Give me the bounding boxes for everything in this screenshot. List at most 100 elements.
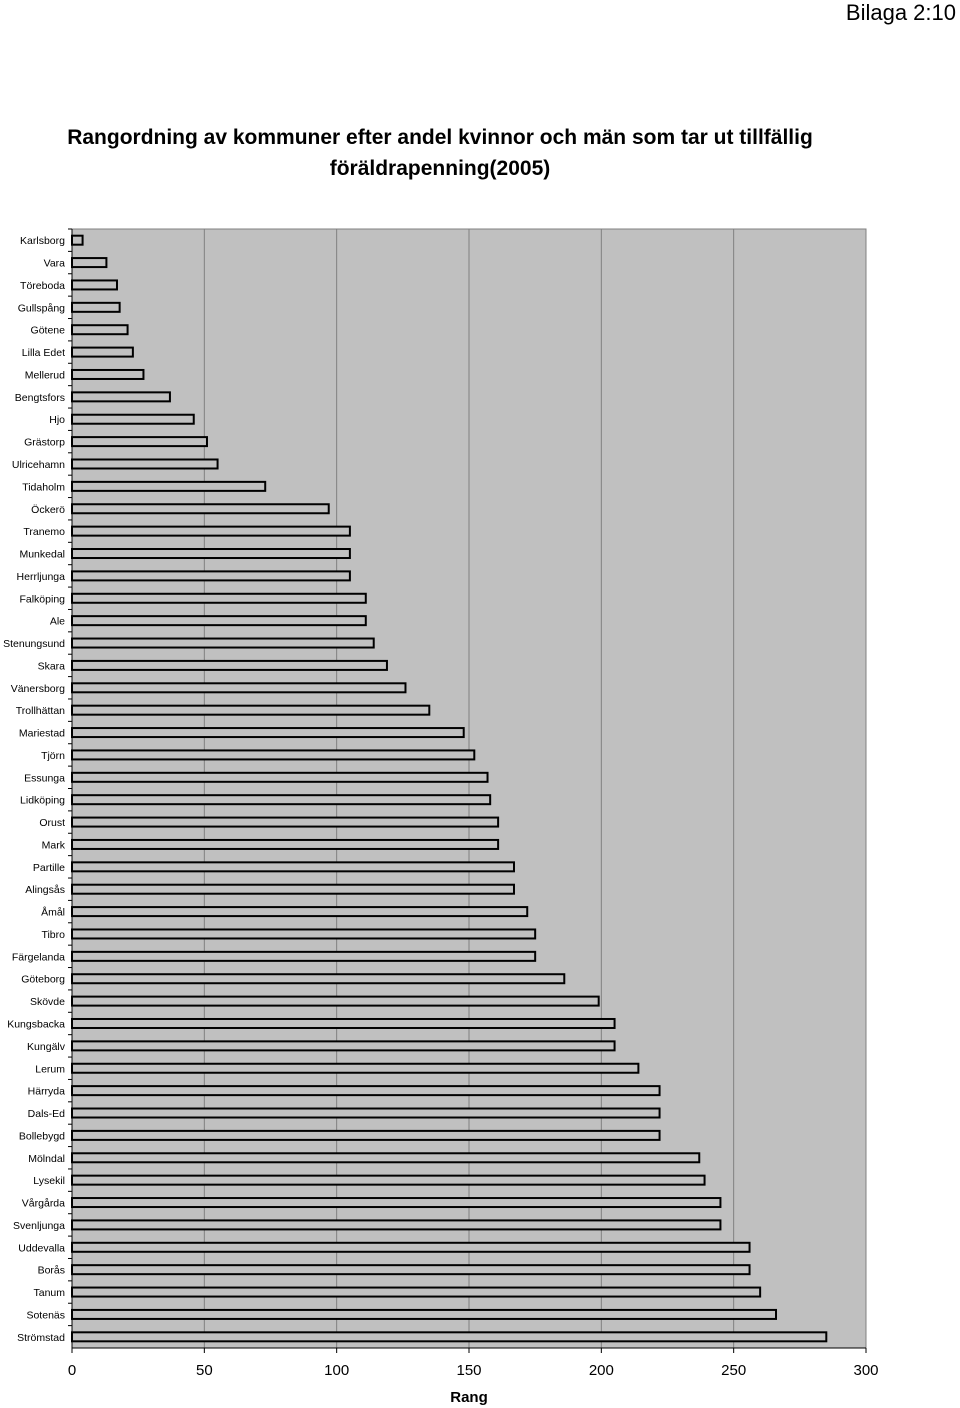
category-label: Kungälv [27, 1041, 66, 1053]
x-tick-label: 0 [68, 1362, 76, 1379]
chart-title: Rangordning av kommuner efter andel kvin… [67, 126, 813, 180]
category-label: Munkedal [19, 549, 65, 561]
bar [71, 1264, 751, 1276]
bar [71, 257, 108, 269]
bar [71, 659, 388, 671]
category-label: Lilla Edet [22, 347, 65, 359]
bar [71, 1174, 706, 1186]
bar [71, 1219, 722, 1231]
x-tick-label: 300 [853, 1362, 878, 1379]
bar [71, 928, 537, 940]
category-label: Falköping [19, 593, 65, 605]
category-label: Borås [38, 1265, 65, 1277]
category-label: Essunga [24, 772, 65, 784]
category-label: Mellerud [25, 369, 65, 381]
bar [71, 324, 129, 336]
page-label: Bilaga 2:10 [845, 0, 956, 25]
bar [71, 838, 500, 850]
bar [71, 570, 351, 582]
x-tick-label: 50 [196, 1362, 213, 1379]
bar [71, 794, 492, 806]
category-label: Lysekil [33, 1175, 65, 1187]
bar [71, 1040, 616, 1052]
category-label: Tidaholm [22, 481, 65, 493]
category-label: Strömstad [17, 1332, 65, 1344]
bar [71, 234, 84, 246]
bar [71, 1286, 762, 1298]
category-label: Tranemo [23, 526, 65, 538]
bar [71, 771, 489, 783]
bar [71, 592, 367, 604]
category-label: Ulricehamn [12, 459, 65, 471]
bar [71, 1017, 616, 1029]
bar [71, 301, 121, 313]
category-label: Bengtsfors [15, 392, 65, 404]
bar [71, 368, 145, 380]
category-label: Tibro [41, 929, 65, 941]
category-label: Grästorp [24, 437, 65, 449]
category-label: Skövde [30, 996, 65, 1008]
category-label: Mölndal [28, 1153, 65, 1165]
x-tick-label: 200 [589, 1362, 614, 1379]
bar [71, 861, 515, 873]
bar [71, 548, 351, 560]
category-label: Mariestad [19, 728, 65, 740]
bar [71, 727, 465, 739]
category-label: Karlsborg [20, 235, 65, 247]
bar [71, 883, 515, 895]
category-label: Tanum [33, 1287, 65, 1299]
category-label: Skara [38, 660, 66, 672]
x-axis-title: Rang [450, 1389, 488, 1406]
bar [71, 704, 431, 716]
category-label: Uddevalla [18, 1242, 65, 1254]
category-label: Götene [31, 325, 66, 337]
category-label: Alingsås [25, 884, 65, 896]
category-label: Härryda [28, 1086, 66, 1098]
bar [71, 995, 600, 1007]
bar [71, 391, 171, 403]
category-label: Herrljunga [17, 571, 66, 583]
x-axis-ticks: 0 50 100 150 200 250 300 [68, 1348, 879, 1379]
bar [71, 1085, 661, 1097]
category-label: Kungsbacka [7, 1018, 65, 1030]
category-label: Hjo [49, 414, 65, 426]
bar [71, 413, 195, 425]
category-label: Svenljunga [13, 1220, 65, 1232]
bar [71, 973, 566, 985]
bar [71, 503, 330, 515]
category-label: Färgelanda [12, 951, 65, 963]
category-label: Partille [33, 862, 65, 874]
category-labels: Karlsborg Vara Töreboda Gullspång Götene Lill… [3, 228, 72, 1344]
x-tick-label: 100 [324, 1362, 349, 1379]
x-tick-label: 250 [721, 1362, 746, 1379]
bar [71, 816, 500, 828]
category-label: Vårgårda [22, 1198, 65, 1210]
bar [71, 682, 407, 694]
bar [71, 950, 537, 962]
x-tick-label: 150 [456, 1362, 481, 1379]
category-label: Bollebygd [19, 1130, 65, 1142]
category-label: Orust [39, 817, 65, 829]
category-label: Stenungsund [3, 638, 65, 650]
category-label: Öckerö [31, 504, 65, 516]
bar [71, 458, 219, 470]
category-label: Vänersborg [11, 683, 65, 695]
bar [71, 525, 351, 537]
bar [71, 1308, 778, 1320]
bar [71, 615, 367, 627]
bar [71, 346, 134, 358]
category-label: Tjörn [41, 750, 65, 762]
category-label: Lidköping [20, 795, 65, 807]
bar [71, 1107, 661, 1119]
category-label: Töreboda [20, 280, 65, 292]
bar [71, 1152, 701, 1164]
bar [71, 279, 118, 291]
bar [71, 1129, 661, 1141]
bar [71, 436, 208, 448]
bar [71, 1197, 722, 1209]
bar [71, 749, 476, 761]
category-label: Vara [44, 258, 66, 270]
category-label: Gullspång [18, 302, 65, 314]
bar [71, 906, 529, 918]
bar [71, 637, 375, 649]
